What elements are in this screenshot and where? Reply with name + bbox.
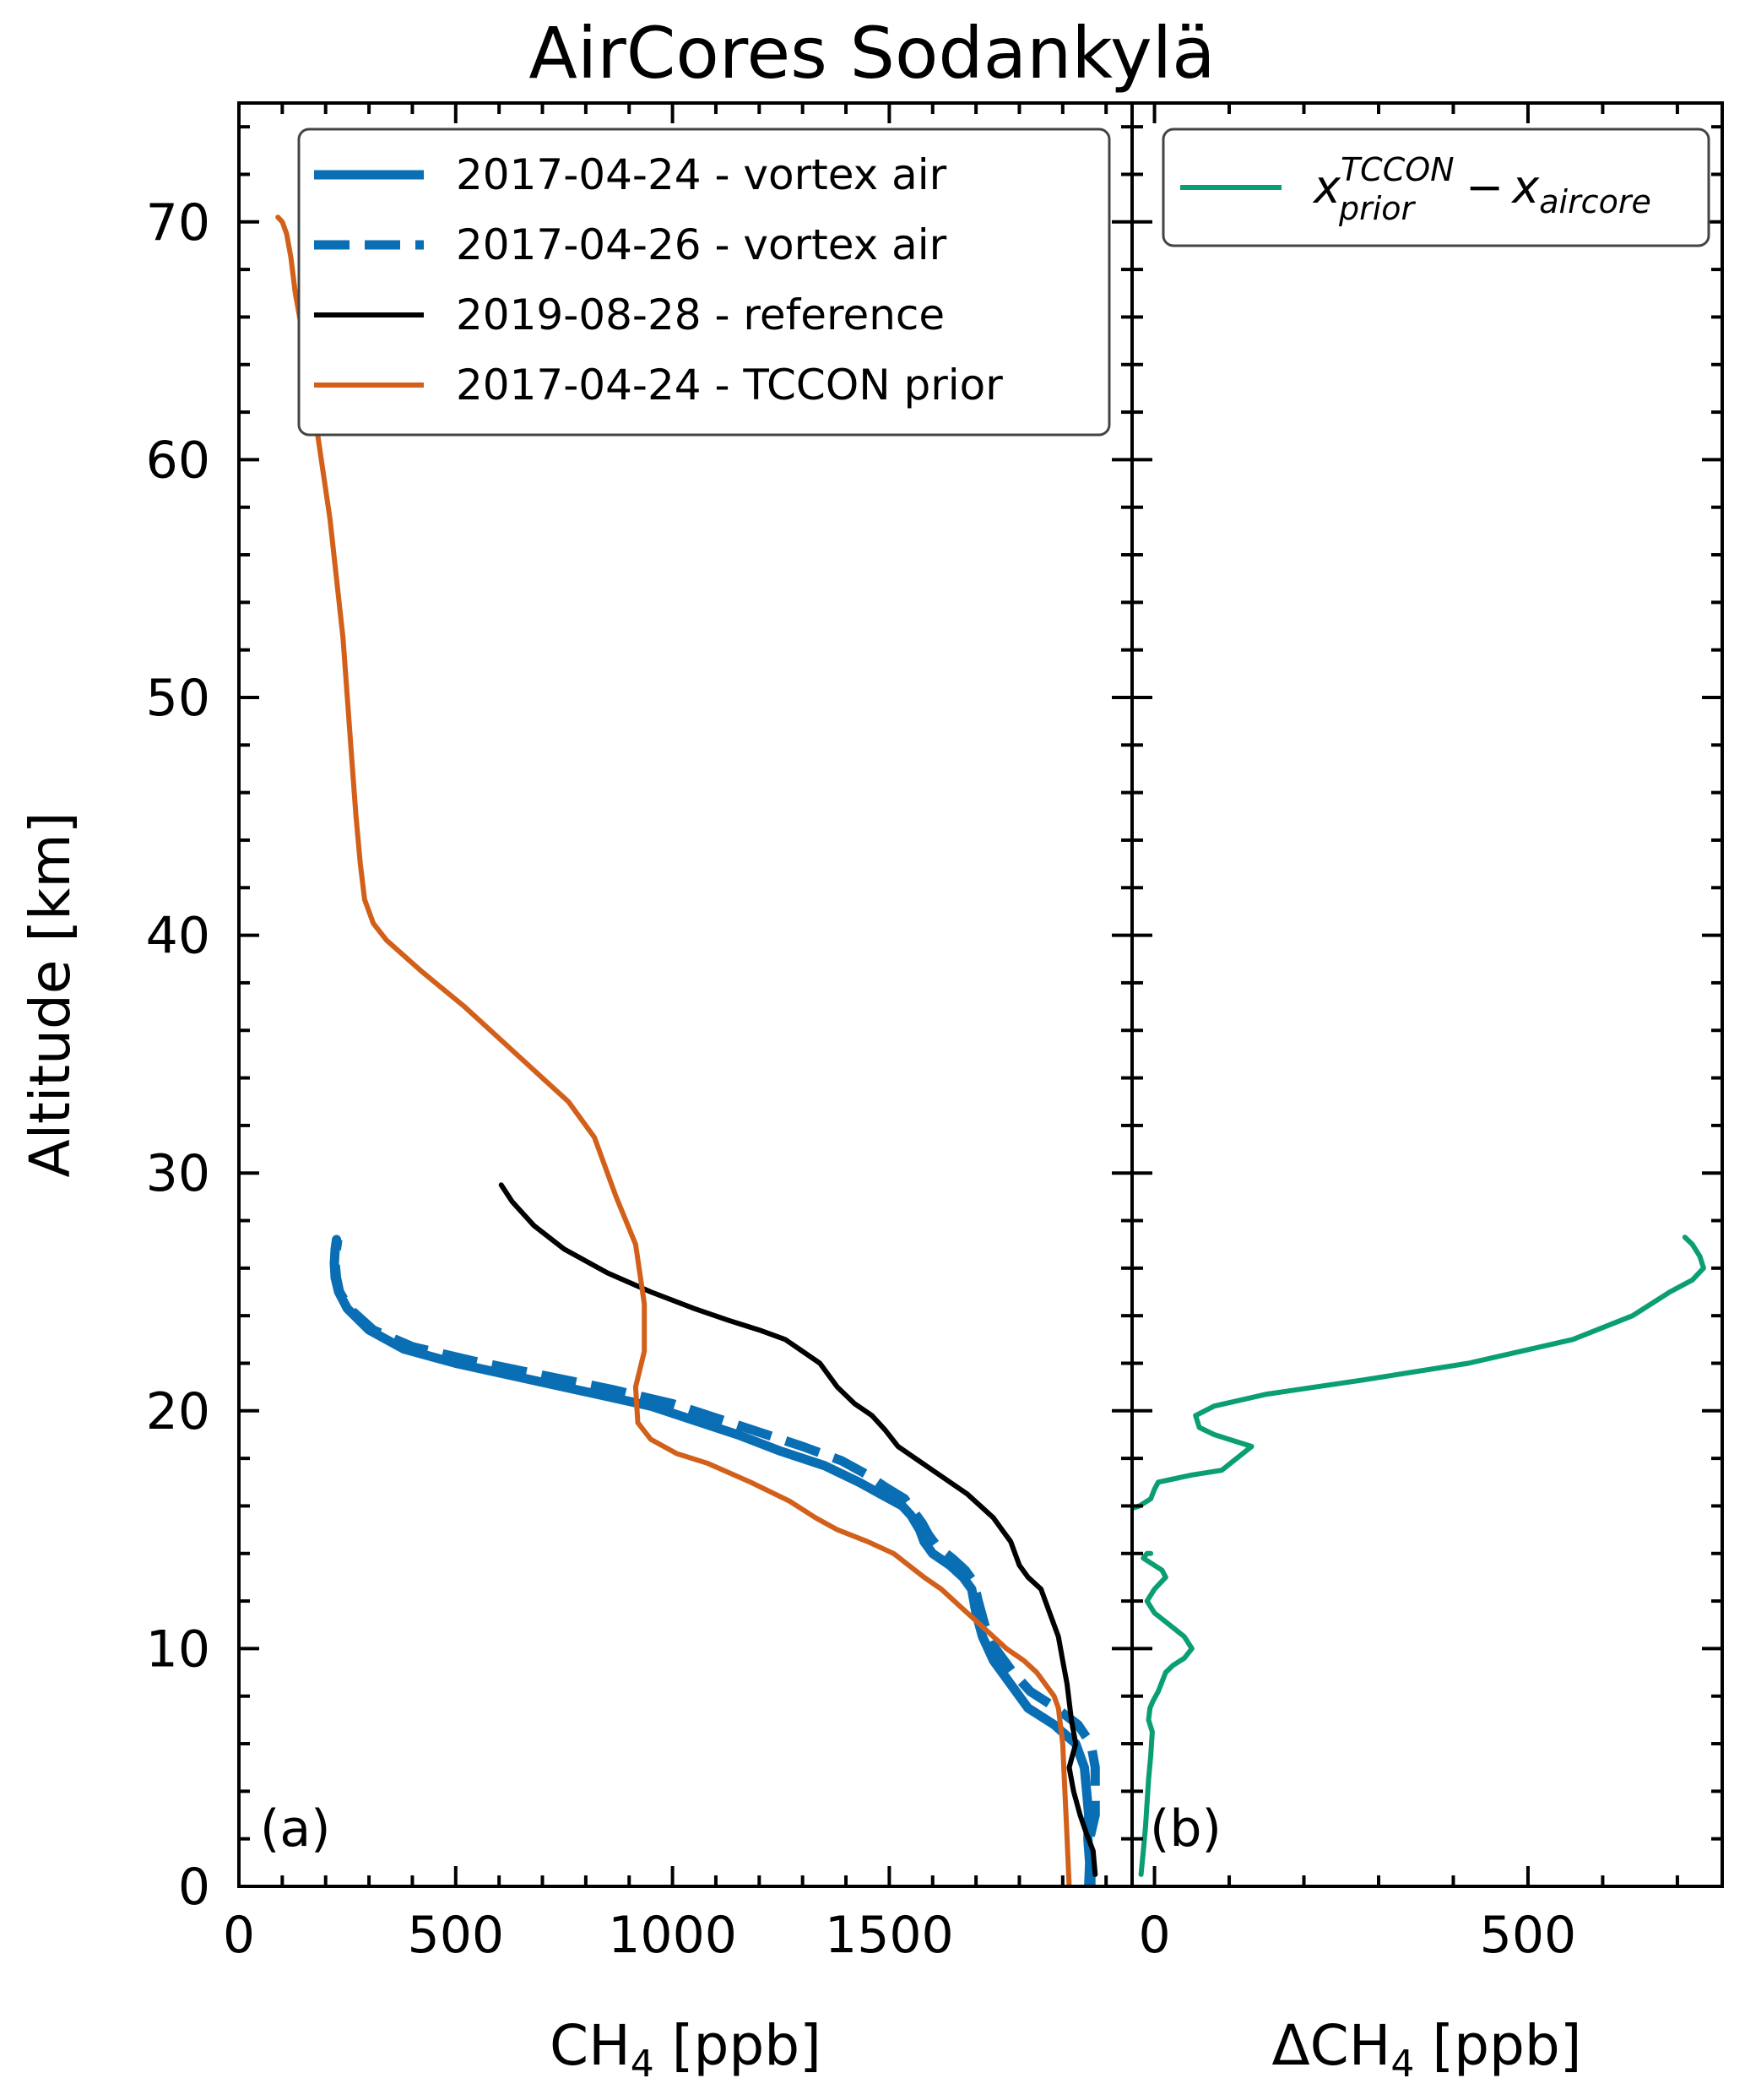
panel-a-ylabel: Altitude [km] <box>18 812 83 1178</box>
ytick-label-a: 20 <box>146 1382 210 1441</box>
panel-b: 0 500 (b) ΔCH4 [ppb] xTCCON prior − xaircore <box>1130 101 1724 2086</box>
legend-label-diff: xTCCON prior − xaircore <box>1312 151 1651 227</box>
panel-a-ticks <box>237 103 1132 1888</box>
panel-b-xlabel-sub: 4 <box>1390 2043 1414 2086</box>
panel-a-xlabel: CH4 [ppb] <box>550 2013 821 2086</box>
xtick-label-b: 0 <box>1138 1906 1170 1965</box>
ytick-label-a: 30 <box>146 1144 210 1203</box>
panel-a: 0 500 1000 1500 0 10 20 30 40 50 60 70 (a) CH4 [ppb… <box>18 101 1134 2086</box>
xtick-label-a: 1500 <box>825 1906 954 1965</box>
panel-a-clip-group <box>275 214 1100 1886</box>
legend-diff-sup: TCCON <box>1341 151 1455 188</box>
xtick-label-a: 1000 <box>608 1906 737 1965</box>
panel-a-label: (a) <box>260 1799 331 1859</box>
panel-b-legend: xTCCON prior − xaircore <box>1162 128 1710 247</box>
legend-diff-sub: prior <box>1338 190 1417 227</box>
ytick-label-a: 60 <box>146 431 210 490</box>
panel-b-label: (b) <box>1150 1799 1222 1859</box>
ytick-label-a: 50 <box>146 669 210 728</box>
series-line-a-0 <box>329 1234 1095 1886</box>
panel-a-tick-labels: 0 500 1000 1500 0 10 20 30 40 50 60 70 <box>146 193 954 1965</box>
series-line-b-0-seg1 <box>1132 1234 1706 1511</box>
panel-a-xlabel-sub: 4 <box>631 2043 654 2086</box>
figure-title: AirCores Sodankylä <box>528 12 1215 95</box>
xtick-label-a: 500 <box>408 1906 505 1965</box>
panel-a-xlabel-unit: [ppb] <box>654 2013 821 2078</box>
ytick-label-a: 40 <box>146 907 210 966</box>
panel-b-xlabel-main: ΔCH <box>1271 2013 1390 2078</box>
xtick-label-b: 500 <box>1480 1906 1577 1965</box>
legend-label-vortex-0424: 2017-04-24 - vortex air <box>456 150 947 199</box>
legend-diff-base2: x <box>1510 160 1540 214</box>
ytick-label-a: 10 <box>146 1620 210 1679</box>
panel-a-legend: 2017-04-24 - vortex air 2017-04-26 - vor… <box>297 128 1111 437</box>
series-line-a-2 <box>498 1182 1098 1877</box>
ytick-label-a: 70 <box>146 193 210 252</box>
panel-b-frame <box>1130 101 1724 1888</box>
panel-b-clip-group <box>1132 1234 1706 1877</box>
panel-b-tick-labels: 0 500 <box>1138 1906 1576 1965</box>
panel-a-legend-box <box>297 128 1111 437</box>
series-line-a-3 <box>275 214 1072 1886</box>
panel-a-xlabel-main: CH <box>550 2013 631 2078</box>
legend-diff-minus: − <box>1466 160 1504 214</box>
panel-b-legend-box <box>1162 128 1710 247</box>
series-line-b-0-seg0 <box>1138 1550 1195 1877</box>
legend-label-prior: 2017-04-24 - TCCON prior <box>456 361 1003 410</box>
legend-diff-base: x <box>1312 160 1341 214</box>
panel-b-xlabel: ΔCH4 [ppb] <box>1271 2013 1581 2086</box>
legend-label-vortex-0426: 2017-04-26 - vortex air <box>456 220 947 269</box>
series-line-a-1 <box>330 1239 1100 1886</box>
ytick-label-a: 0 <box>178 1858 210 1917</box>
panel-b-ticks <box>1132 103 1722 1888</box>
legend-label-reference: 2019-08-28 - reference <box>456 290 945 339</box>
panel-b-xlabel-unit: [ppb] <box>1414 2013 1581 2078</box>
legend-diff-sub2: aircore <box>1539 183 1651 220</box>
xtick-label-a: 0 <box>223 1906 255 1965</box>
